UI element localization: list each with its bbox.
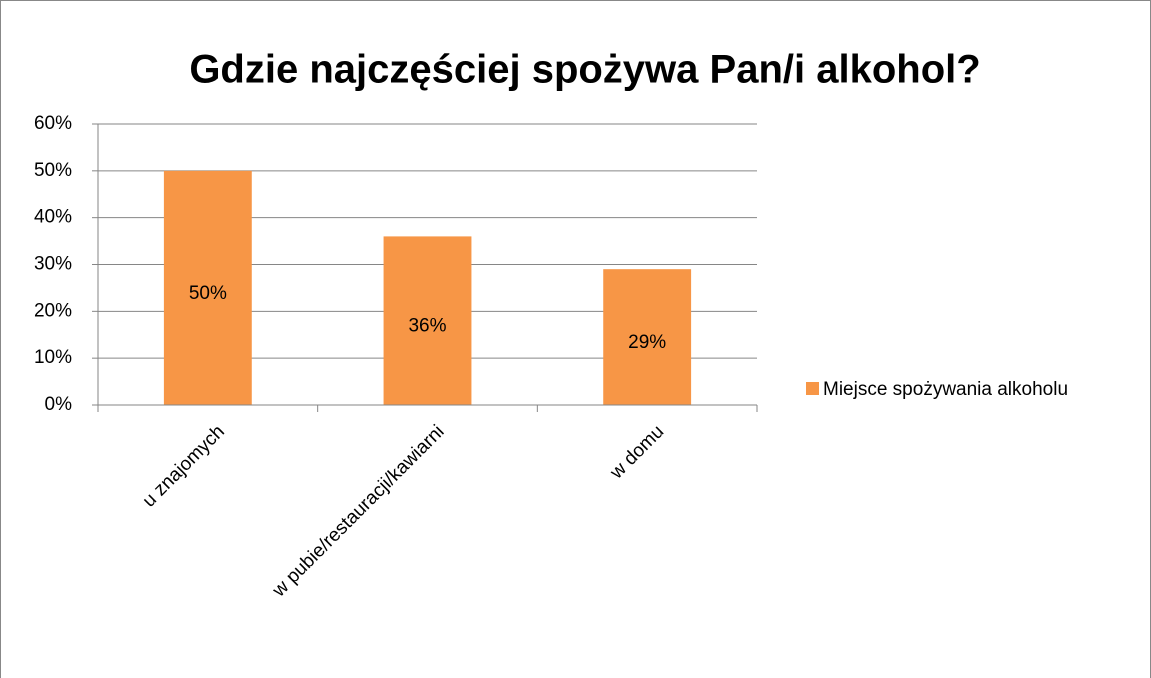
data-label: 29%: [628, 332, 666, 353]
legend-label: Miejsce spożywania alkoholu: [823, 379, 1068, 400]
y-tick-label: 30%: [34, 254, 72, 275]
bar: [383, 236, 472, 405]
y-tick-label: 0%: [45, 394, 73, 415]
legend-swatch: [806, 382, 819, 395]
y-tick-label: 50%: [34, 160, 72, 181]
y-tick-label: 20%: [34, 300, 72, 321]
bar: [603, 269, 692, 405]
y-tick-label: 10%: [34, 347, 72, 368]
data-label: 36%: [408, 316, 446, 337]
chart-title: Gdzie najczęściej spożywa Pan/i alkohol?: [189, 48, 980, 92]
bar: [163, 170, 252, 405]
y-tick-label: 60%: [34, 113, 72, 134]
y-tick-label: 40%: [34, 207, 72, 228]
data-label: 50%: [189, 283, 227, 304]
